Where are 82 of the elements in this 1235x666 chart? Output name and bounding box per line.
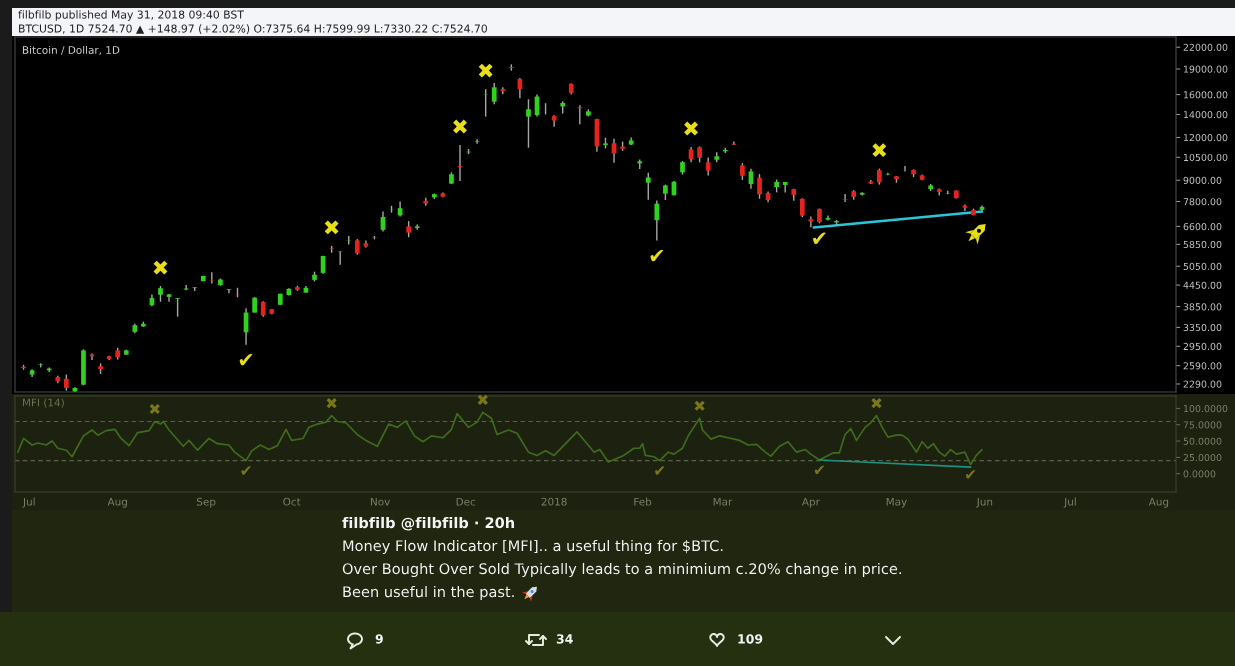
annotation: ✔	[241, 466, 251, 475]
y-tick-label: 0.0000	[1183, 470, 1216, 478]
annotation: ✖	[478, 63, 493, 78]
text: Been useful in the past.	[343, 585, 514, 601]
candlestick	[645, 171, 651, 201]
y-tick-label: 2950.00	[1183, 342, 1222, 351]
text: 109	[738, 634, 763, 644]
y-tick-label: 75.0000	[1183, 421, 1222, 429]
y-tick-label: 6600.00	[1183, 223, 1222, 231]
x-tick-label: Aug	[107, 497, 127, 508]
annotation: ✔	[965, 470, 976, 479]
candlestick	[209, 271, 215, 285]
y-tick-label: 7800.00	[1183, 198, 1222, 206]
x-tick-label: Jul	[1063, 497, 1076, 508]
annotation: ✖	[684, 121, 699, 136]
x-tick-label: 2018	[541, 497, 567, 506]
y-tick-label: 16000.00	[1183, 91, 1228, 99]
x-tick-label: Oct	[283, 497, 301, 506]
y-tick-label: 14000.00	[1183, 111, 1228, 119]
x-tick-label: Jun	[976, 497, 993, 508]
annotation: ✖	[324, 220, 339, 235]
y-tick-label: 4450.00	[1183, 281, 1222, 289]
candlestick	[808, 215, 814, 229]
y-tick-label: 10500.00	[1183, 153, 1228, 162]
annotation: ✖	[694, 400, 705, 411]
candlestick	[474, 138, 480, 145]
candlestick	[577, 104, 583, 126]
candlestick	[799, 197, 805, 218]
x-tick-label: Feb	[634, 497, 652, 506]
y-tick-label: 2290.00	[1183, 380, 1222, 388]
annotation: ✔	[813, 232, 826, 244]
text: Money Flow Indicator [MFI].. a useful thing for $BTC.	[343, 539, 723, 555]
annotation: ✔	[655, 466, 665, 475]
candlestick	[337, 250, 343, 266]
y-tick-label: 5050.00	[1183, 262, 1222, 270]
candlestick	[457, 144, 463, 182]
y-tick-label: 100.0000	[1183, 404, 1228, 413]
y-tick-label: 19000.00	[1183, 65, 1228, 73]
candlestick	[842, 193, 848, 203]
annotation: ✖	[153, 260, 168, 275]
annotation: ✔	[239, 354, 253, 366]
annotation: ✔	[650, 249, 664, 262]
x-tick-label: Sep	[196, 497, 216, 508]
y-tick-label: 22000.00	[1183, 43, 1228, 51]
annotation: ✖	[871, 398, 882, 409]
candlestick	[175, 297, 180, 318]
text: Bitcoin / Dollar, 1D	[22, 45, 120, 55]
x-tick-label: Mar	[713, 497, 733, 506]
annotation: ✔	[814, 465, 825, 474]
annotation: ✖	[477, 394, 488, 405]
y-tick-label: 12000.00	[1183, 134, 1228, 142]
text: 34	[556, 634, 573, 644]
x-tick-label: May	[886, 497, 907, 508]
candlestick	[526, 98, 531, 149]
candlestick	[226, 288, 232, 295]
text: 9	[375, 634, 383, 644]
y-tick-label: 50.0000	[1183, 437, 1222, 445]
text: BTCUSD, 1D 7524.70 ▲ +148.97 (+2.02%) O:7375.64 H:7599.99 L:7330.22 C:7524.70	[19, 24, 488, 34]
y-tick-label: 25.0000	[1183, 453, 1222, 462]
x-tick-label: Dec	[456, 497, 476, 506]
x-tick-label: Aug	[1148, 497, 1169, 508]
x-tick-label: Apr	[801, 497, 820, 508]
annotation: ✖	[149, 403, 160, 415]
y-tick-label: 3850.00	[1183, 303, 1222, 311]
y-tick-label: 3350.00	[1183, 323, 1222, 332]
y-tick-label: 5850.00	[1183, 240, 1222, 249]
chart-title: MFI (14)	[22, 398, 64, 408]
candlestick	[654, 199, 660, 242]
annotation: ✖	[326, 398, 337, 409]
candlestick	[166, 293, 172, 303]
candlestick	[483, 88, 489, 118]
text: filbfilb @filbfilb · 20h	[342, 516, 515, 531]
x-tick-label: Jul	[22, 497, 35, 508]
text: filbfilb published May 31, 2018 09:40 BST	[18, 10, 244, 21]
candlestick	[757, 173, 762, 200]
text: Over Bought Over Sold Typically leads to a minimium c.20% change in price.	[342, 562, 901, 578]
y-tick-label: 9000.00	[1183, 176, 1222, 184]
annotation: ✖	[453, 119, 467, 134]
annotation: ✖	[872, 143, 887, 158]
x-tick-label: Nov	[370, 497, 390, 506]
y-tick-label: 2590.00	[1183, 362, 1222, 370]
candlestick	[491, 82, 497, 105]
